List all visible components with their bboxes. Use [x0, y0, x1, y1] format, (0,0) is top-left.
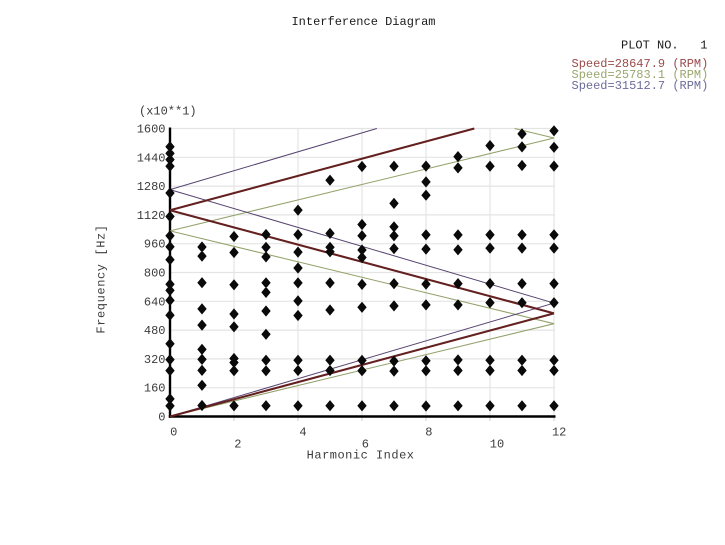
- svg-text:2: 2: [234, 438, 241, 452]
- svg-text:1600: 1600: [137, 123, 166, 137]
- svg-text:8: 8: [425, 426, 432, 440]
- svg-text:Harmonic Index: Harmonic Index: [307, 449, 415, 463]
- svg-text:(x10**1): (x10**1): [139, 105, 197, 119]
- svg-text:12: 12: [552, 426, 566, 440]
- svg-text:Speed=31512.7 (RPM): Speed=31512.7 (RPM): [572, 79, 709, 93]
- svg-text:1120: 1120: [137, 209, 166, 223]
- svg-text:0: 0: [170, 426, 177, 440]
- svg-text:320: 320: [144, 353, 166, 367]
- svg-text:Interference Diagram: Interference Diagram: [291, 15, 435, 29]
- svg-text:Speed=25783.1 (RPM): Speed=25783.1 (RPM): [572, 68, 709, 82]
- svg-text:640: 640: [144, 295, 166, 309]
- svg-text:960: 960: [144, 238, 166, 252]
- svg-text:480: 480: [144, 324, 166, 338]
- svg-text:Speed=28647.9 (RPM): Speed=28647.9 (RPM): [572, 57, 709, 71]
- svg-text:1440: 1440: [137, 151, 166, 165]
- svg-text:10: 10: [490, 438, 504, 452]
- svg-text:1280: 1280: [137, 180, 166, 194]
- svg-text:4: 4: [299, 426, 306, 440]
- svg-text:Frequency [Hz]: Frequency [Hz]: [95, 224, 109, 333]
- svg-text:6: 6: [362, 438, 369, 452]
- svg-text:PLOT NO. 1: PLOT NO. 1: [621, 39, 707, 53]
- svg-text:800: 800: [144, 267, 166, 281]
- svg-text:160: 160: [144, 382, 166, 396]
- svg-text:0: 0: [158, 411, 165, 425]
